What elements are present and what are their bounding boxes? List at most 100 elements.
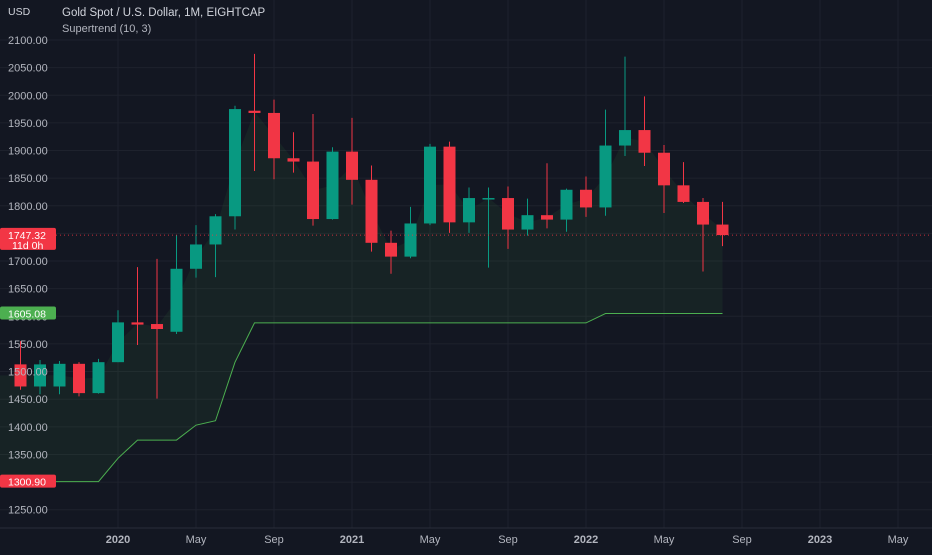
supertrend-badge-text: 1605.08 xyxy=(8,308,46,320)
candle[interactable] xyxy=(92,358,105,394)
candle[interactable] xyxy=(365,165,378,252)
candle[interactable] xyxy=(502,186,514,249)
candle-body[interactable] xyxy=(209,216,222,245)
candle[interactable] xyxy=(268,99,280,180)
candle[interactable] xyxy=(248,53,261,171)
candle-body[interactable] xyxy=(463,198,475,223)
candle-body[interactable] xyxy=(482,198,495,200)
candle[interactable] xyxy=(716,201,729,247)
price-tick-label: 2050.00 xyxy=(8,63,48,75)
candle-body[interactable] xyxy=(287,158,300,162)
price-tick-label: 1650.00 xyxy=(8,284,48,296)
candle-body[interactable] xyxy=(677,185,690,202)
candle-body[interactable] xyxy=(521,215,534,230)
candle[interactable] xyxy=(580,176,592,217)
candle[interactable] xyxy=(541,163,553,229)
chart-legend: Gold Spot / U.S. Dollar, 1M, EIGHTCAP Su… xyxy=(62,5,265,37)
candle[interactable] xyxy=(677,162,690,204)
candle-body[interactable] xyxy=(307,161,319,220)
candle[interactable] xyxy=(482,187,495,268)
low-value-badge-text: 1300.90 xyxy=(8,477,46,489)
candle-body[interactable] xyxy=(131,322,144,325)
price-tick-label: 1900.00 xyxy=(8,146,48,158)
candle-body[interactable] xyxy=(268,112,280,159)
candle[interactable] xyxy=(14,341,27,390)
symbol-title[interactable]: Gold Spot / U.S. Dollar, 1M, EIGHTCAP xyxy=(62,7,266,19)
candle[interactable] xyxy=(443,141,456,233)
candle-body[interactable] xyxy=(385,242,397,257)
candle[interactable] xyxy=(619,56,631,157)
candle[interactable] xyxy=(638,96,651,166)
candle[interactable] xyxy=(697,198,709,272)
candle[interactable] xyxy=(287,132,300,173)
candle-body[interactable] xyxy=(248,110,261,113)
candle[interactable] xyxy=(463,187,475,233)
candle[interactable] xyxy=(34,359,46,395)
candle-body[interactable] xyxy=(424,146,436,224)
candle-body[interactable] xyxy=(73,363,85,394)
candle-body[interactable] xyxy=(638,130,651,153)
candle-body[interactable] xyxy=(404,223,417,257)
price-tick-label: 1850.00 xyxy=(8,173,48,185)
candle-body[interactable] xyxy=(716,224,729,236)
candle[interactable] xyxy=(385,230,397,274)
candle[interactable] xyxy=(131,267,144,346)
candle-body[interactable] xyxy=(190,244,202,269)
candle[interactable] xyxy=(346,117,358,205)
candle-body[interactable] xyxy=(92,362,105,394)
price-tick-label: 1500.00 xyxy=(8,367,48,379)
candle[interactable] xyxy=(424,143,436,226)
candle-body[interactable] xyxy=(443,146,456,223)
candle[interactable] xyxy=(599,109,612,216)
candle-body[interactable] xyxy=(541,215,553,220)
candle-body[interactable] xyxy=(346,151,358,180)
candle-body[interactable] xyxy=(502,198,514,230)
candle-body[interactable] xyxy=(229,109,241,217)
candle[interactable] xyxy=(73,362,85,397)
candle[interactable] xyxy=(229,105,241,230)
supertrend-badge-bg xyxy=(0,306,56,320)
grid-lines xyxy=(0,0,932,528)
candle[interactable] xyxy=(190,225,202,278)
price-tick-label: 1800.00 xyxy=(8,201,48,213)
candle-body[interactable] xyxy=(580,189,592,208)
candles-group[interactable] xyxy=(14,53,729,399)
candle-body[interactable] xyxy=(170,268,183,332)
candle-body[interactable] xyxy=(697,201,709,225)
candle[interactable] xyxy=(326,147,339,220)
candle-body[interactable] xyxy=(658,152,670,186)
candle[interactable] xyxy=(151,258,163,399)
candle-body[interactable] xyxy=(151,324,163,330)
candle-body[interactable] xyxy=(112,322,124,363)
time-tick-label: May xyxy=(420,534,441,546)
candle[interactable] xyxy=(209,214,222,278)
candle[interactable] xyxy=(404,206,417,259)
candle[interactable] xyxy=(521,198,534,236)
time-tick-label: 2021 xyxy=(340,534,364,546)
indicator-title[interactable]: Supertrend (10, 3) xyxy=(62,23,152,35)
price-tick-label: 1450.00 xyxy=(8,394,48,406)
candle-body[interactable] xyxy=(53,363,66,387)
candle-body[interactable] xyxy=(14,364,27,387)
time-axis[interactable]: 2020 May Sep 2021 May Sep 2022 May Sep 2023 May xyxy=(0,527,932,546)
candle-body[interactable] xyxy=(34,364,46,387)
candle-body[interactable] xyxy=(619,130,631,146)
time-tick-label: 2023 xyxy=(808,534,832,546)
candle-body[interactable] xyxy=(365,179,378,243)
candle[interactable] xyxy=(170,235,183,334)
candle[interactable] xyxy=(658,144,670,213)
candle[interactable] xyxy=(307,114,319,226)
price-tick-label: 1350.00 xyxy=(8,449,48,461)
candle-body[interactable] xyxy=(560,189,573,220)
price-tick-label: 1400.00 xyxy=(8,422,48,434)
price-tick-label: 2100.00 xyxy=(8,35,48,47)
candle[interactable] xyxy=(53,361,66,395)
candle-body[interactable] xyxy=(599,145,612,208)
candle[interactable] xyxy=(112,310,124,363)
candle[interactable] xyxy=(560,188,573,232)
time-tick-label: Sep xyxy=(264,534,284,546)
candle-body[interactable] xyxy=(326,151,339,220)
